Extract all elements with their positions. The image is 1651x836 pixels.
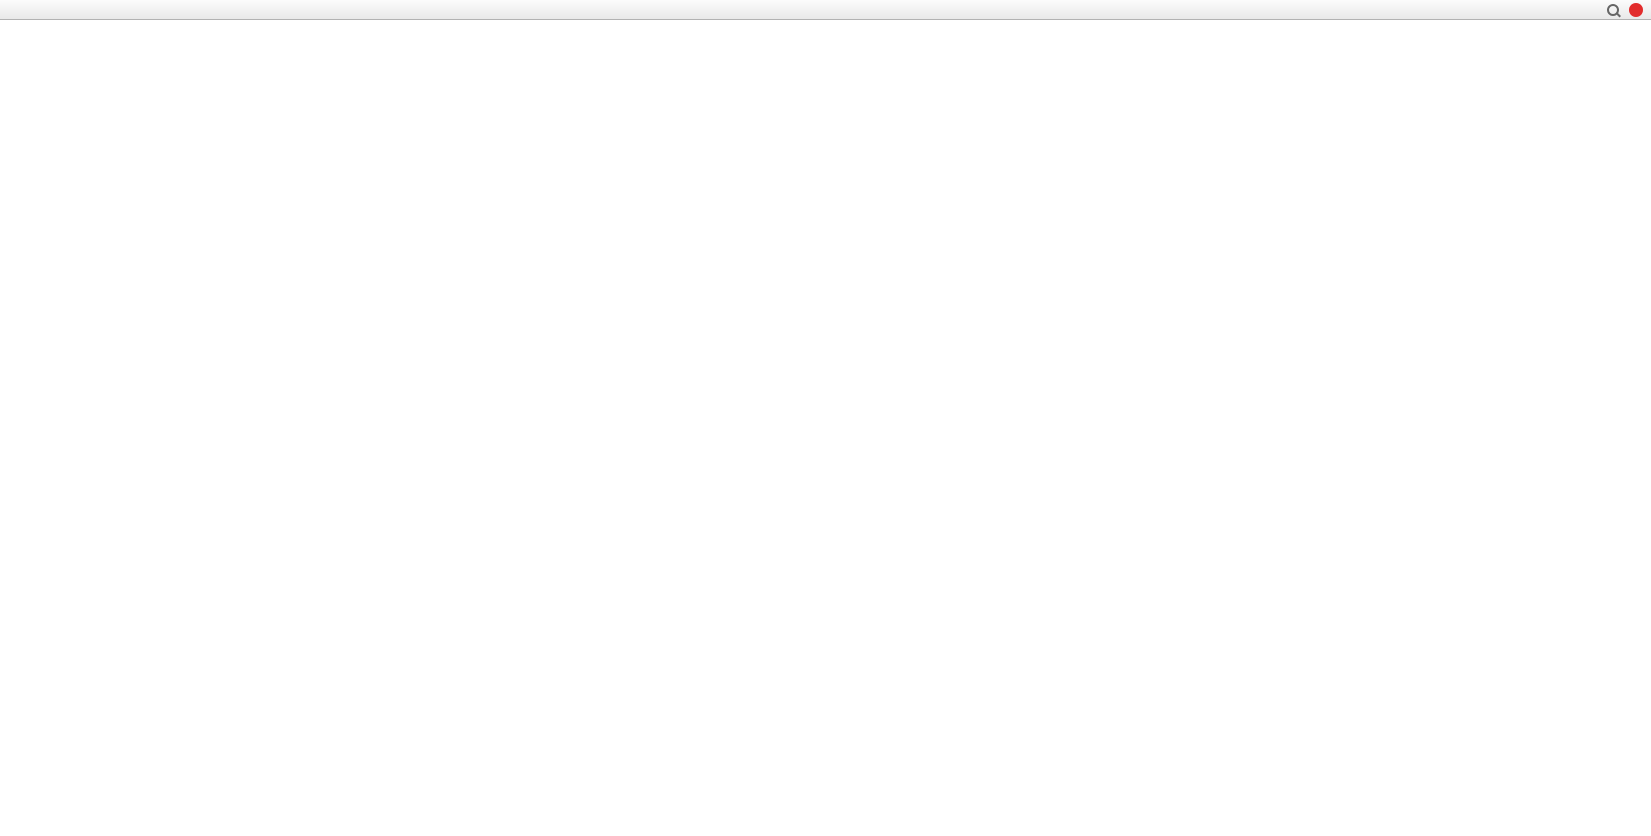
- toolbar-right: [1603, 0, 1651, 19]
- search-button[interactable]: [1603, 0, 1623, 19]
- notification-badge[interactable]: [1629, 2, 1643, 17]
- toolbar: [0, 0, 1651, 20]
- search-icon: [1607, 3, 1619, 16]
